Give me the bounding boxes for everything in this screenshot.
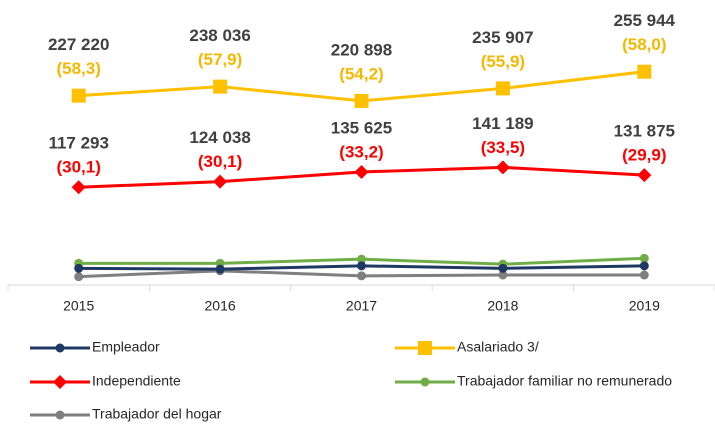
x-tick-label: 2018 [487,298,518,314]
point-marker [639,253,649,263]
data-label: 141 189 [472,114,533,133]
legend-label: Asalariado 3/ [457,339,539,355]
share-label: (57,9) [198,50,242,69]
point-marker [213,79,228,94]
point-marker [74,263,84,273]
share-label: (29,9) [622,146,666,165]
point-marker [357,261,366,271]
legend-marker [55,410,65,420]
x-tick-label: 2016 [205,298,236,314]
share-label: (33,5) [481,138,525,157]
point-marker [357,254,366,264]
legend-label: Trabajador familiar no remunerado [457,373,672,389]
point-marker [74,272,84,282]
point-marker [215,264,225,274]
share-label: (30,1) [198,152,242,171]
legend-label: Empleador [92,339,160,355]
point-marker [71,88,86,103]
data-label: 227 220 [48,35,109,54]
share-label: (55,9) [481,52,525,71]
share-label: (58,0) [622,35,666,54]
point-marker [639,270,649,280]
data-label: 124 038 [189,128,250,147]
point-marker [637,168,652,183]
point-marker [357,271,366,281]
data-label: 235 907 [472,28,533,47]
legend-marker [418,341,432,355]
x-tick-label: 2017 [346,298,377,314]
share-label: (58,3) [56,59,100,78]
point-marker [495,81,510,96]
share-label: (33,2) [339,142,383,161]
data-label: 117 293 [48,134,109,153]
legend-marker [55,343,65,353]
data-label: 131 875 [614,122,675,141]
x-tick-label: 2019 [629,298,660,314]
point-marker [498,270,508,280]
share-label: (54,2) [339,64,383,83]
point-marker [495,160,510,175]
legend-marker [53,375,67,389]
data-label: 238 036 [189,26,250,45]
point-marker [637,64,652,79]
x-tick-label: 2015 [63,298,94,314]
legend-marker [420,377,430,387]
point-marker [354,93,369,108]
point-marker [213,174,228,189]
data-label: 220 898 [331,40,392,59]
legend-label: Independiente [92,373,181,389]
point-marker [71,180,86,195]
data-label: 255 944 [614,11,676,30]
data-label: 135 625 [331,118,392,137]
point-marker [498,263,508,273]
legend-label: Trabajador del hogar [92,406,222,422]
point-marker [639,261,649,271]
share-label: (30,1) [56,158,100,177]
point-marker [354,164,369,179]
